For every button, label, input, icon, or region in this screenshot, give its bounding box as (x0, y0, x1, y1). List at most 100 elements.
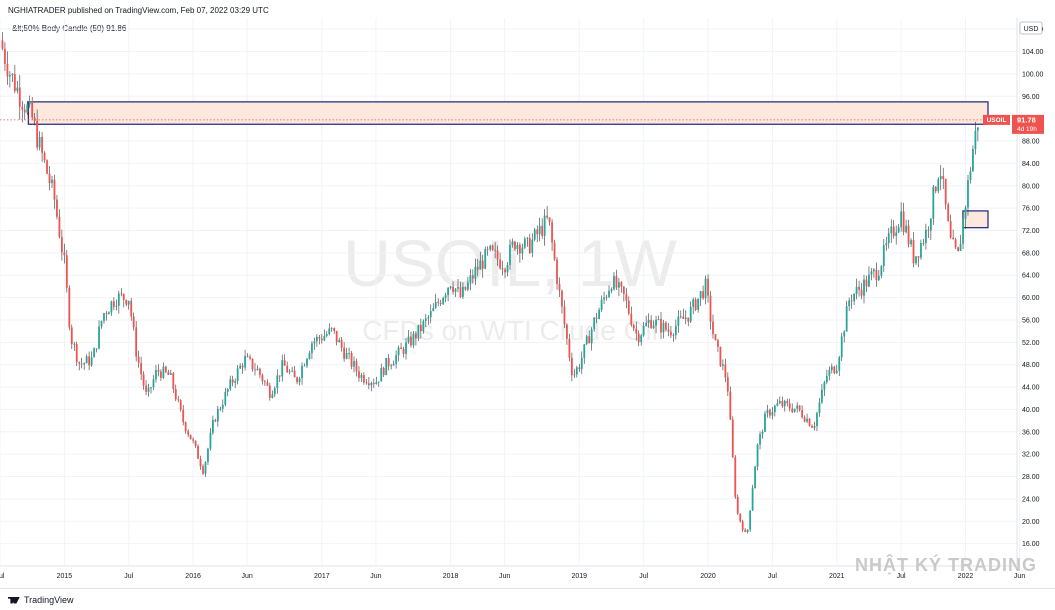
candle-body (873, 269, 875, 272)
supply-demand-zone (27, 101, 989, 125)
candle-body (249, 356, 251, 359)
candle-body (471, 275, 474, 279)
candle-body (276, 375, 279, 389)
candle-body (791, 408, 794, 412)
currency-badge[interactable]: USD (1019, 21, 1043, 35)
candle-body (372, 383, 375, 384)
candle-body (546, 215, 549, 218)
candle-body (241, 365, 244, 368)
candle-body (353, 361, 355, 367)
tradingview-logo[interactable]: TradingView (8, 595, 74, 605)
candle-body (578, 367, 581, 370)
candle-body (355, 361, 358, 372)
candle-body (184, 422, 187, 432)
candle-body (870, 271, 873, 275)
published-header: NGHIATRADER published on TradingView.com… (8, 6, 269, 15)
candle-body (833, 366, 836, 374)
candle-body (553, 242, 556, 260)
candle-body (942, 176, 945, 179)
candle-body (167, 371, 170, 375)
candle-body (88, 356, 91, 366)
candle-body (796, 405, 799, 409)
candle-body (640, 335, 643, 343)
candle-body (476, 266, 479, 270)
candle-body (83, 363, 86, 365)
candle-body (231, 379, 234, 383)
candle-body (598, 309, 601, 319)
candle-body (179, 400, 182, 410)
price-chart[interactable]: USOIL, 1W CFDs on WTI Crude Oil 16.0020.… (0, 0, 1055, 588)
indicator-legend: &lt;50% Body Candle (50) 91.86 (12, 24, 127, 33)
candle-body (360, 375, 363, 379)
candle-body (296, 377, 298, 383)
candle-body (160, 371, 162, 378)
candle-body (135, 327, 138, 357)
candle-body (325, 334, 328, 336)
candle-body (543, 215, 546, 236)
candle-body (647, 319, 650, 323)
y-tick-label: 88.00 (1022, 139, 1040, 146)
candle-body (103, 313, 105, 321)
candle-body (259, 368, 261, 376)
candle-body (127, 300, 130, 305)
candle-body (843, 331, 846, 337)
candle-body (75, 344, 78, 363)
candle-body (630, 313, 633, 325)
candle-body (627, 300, 630, 314)
candle-body (51, 179, 53, 184)
candle-body (932, 186, 935, 219)
candle-body (226, 389, 229, 393)
candle-body (41, 136, 43, 153)
candle-body (761, 431, 764, 435)
candle-body (16, 87, 19, 92)
candle-body (976, 127, 979, 131)
candle-body (739, 513, 742, 522)
candle-body (315, 336, 318, 342)
candle-body (877, 275, 880, 281)
candle-body (593, 317, 596, 330)
candle-body (670, 331, 672, 336)
candle-body (216, 409, 219, 422)
candle-body (469, 275, 472, 283)
candle-body (464, 286, 467, 290)
candle-body (759, 434, 761, 445)
candle-body (964, 207, 967, 219)
candle-body (897, 227, 900, 233)
candle-body (778, 400, 781, 404)
price-axis[interactable]: 16.00 20.00 24.00 28.00 32.00 36.00 40.00 44.00… (1022, 27, 1044, 548)
candle-body (937, 179, 940, 192)
candle-body (365, 382, 368, 384)
candle-body (974, 130, 977, 150)
candle-body (11, 74, 14, 76)
x-tick-label: 2017 (314, 573, 330, 580)
candle-body (60, 237, 63, 253)
candle-body (816, 412, 818, 427)
candle-body (907, 225, 910, 245)
candle-body (494, 249, 497, 251)
candle-body (13, 74, 16, 92)
candle-body (744, 529, 747, 532)
candle-body (417, 324, 420, 339)
candle-body (714, 334, 717, 341)
candle-body (781, 400, 784, 407)
candle-body (924, 229, 927, 244)
y-tick-label: 48.00 (1022, 362, 1040, 369)
candle-body (969, 171, 972, 180)
y-tick-label: 40.00 (1022, 407, 1040, 414)
time-axis[interactable]: Jul 2015 Jul 2016 Jun 2017 Jun 2018 Jun 2019 Jul 20… (0, 573, 1025, 580)
candle-body (667, 329, 670, 332)
candle-body (375, 382, 378, 384)
candle-body (954, 239, 957, 248)
candle-body (618, 282, 620, 288)
y-tick-label: 20.00 (1022, 519, 1040, 526)
candle-body (214, 419, 217, 422)
candle-body (929, 218, 932, 231)
candle-body (65, 255, 68, 288)
candle-body (868, 274, 870, 287)
candle-body (756, 444, 759, 467)
candle-body (788, 403, 791, 409)
candle-body (528, 237, 531, 253)
candle-body (526, 237, 529, 239)
candle-body (481, 260, 484, 269)
candle-body (702, 291, 704, 299)
